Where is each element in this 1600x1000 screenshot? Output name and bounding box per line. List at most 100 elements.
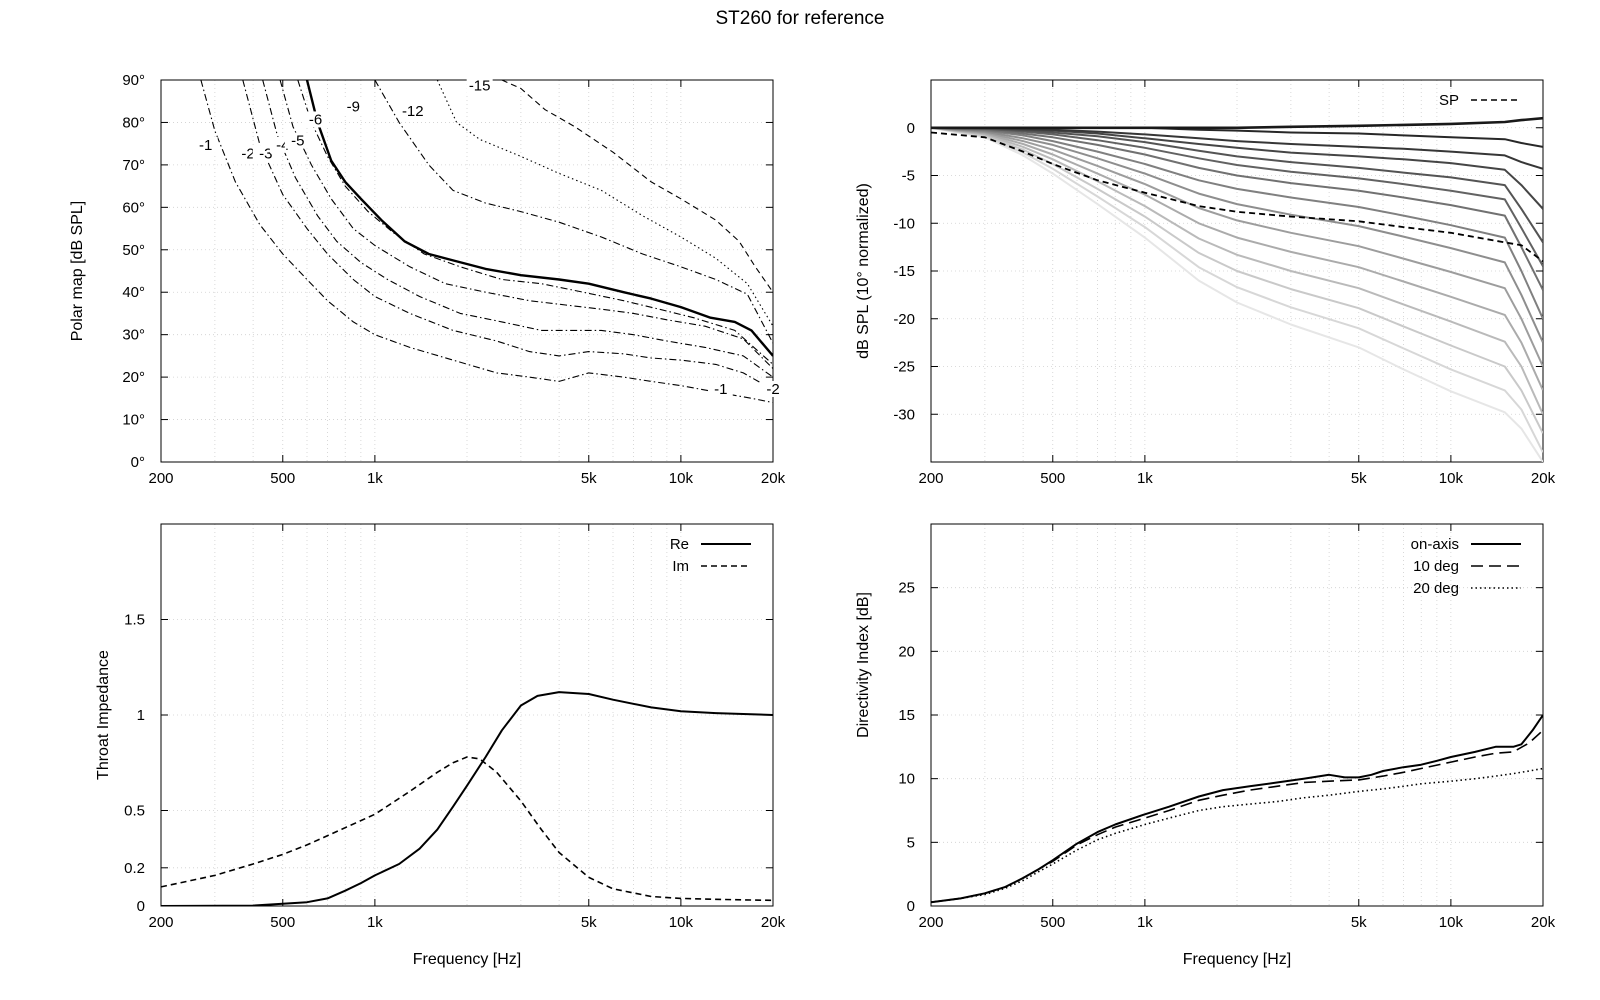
contour-line — [374, 80, 773, 344]
y-tick-label: 0 — [907, 898, 915, 915]
contour-label-bg — [761, 380, 785, 397]
legend: SP — [1439, 92, 1521, 109]
contour-label-bg — [708, 380, 733, 397]
x-tick-label: 10k — [669, 470, 694, 487]
angle-response-line — [931, 126, 1543, 320]
x-tick-label: 5k — [1351, 470, 1367, 487]
x-tick-label: 1k — [1137, 470, 1153, 487]
angle-response-line — [931, 126, 1543, 434]
angle-response-line — [931, 116, 1543, 130]
x-tick-label: 10k — [669, 914, 694, 931]
y-tick-label: 60° — [122, 199, 145, 216]
x-tick-label: 500 — [1040, 914, 1065, 931]
series-line — [161, 691, 773, 906]
x-tick-label: 5k — [1351, 914, 1367, 931]
sp-line — [931, 131, 1543, 263]
y-tick-label: 15 — [898, 707, 915, 724]
x-tick-label: 500 — [270, 470, 295, 487]
contour-label: -12 — [402, 103, 424, 120]
y-tick-label: -30 — [893, 406, 915, 423]
y-tick-label: 20 — [898, 643, 915, 660]
legend-label: SP — [1439, 92, 1459, 109]
angle-response-line — [931, 126, 1543, 367]
angle-response-line — [931, 126, 1543, 391]
legend-label: Im — [672, 558, 689, 575]
y-tick-label: 10° — [122, 412, 145, 429]
contour-label-bg — [302, 111, 329, 128]
angle-response-line — [931, 126, 1543, 344]
y-tick-label: -20 — [893, 311, 915, 328]
legend: Re Im — [670, 536, 751, 575]
contour-label: -2 — [766, 381, 779, 398]
y-tick-label: 70° — [122, 157, 145, 174]
contour-label: -9 — [347, 99, 360, 116]
series-line — [931, 767, 1543, 903]
y-tick-label: -5 — [902, 168, 915, 185]
y-tick-label: 30° — [122, 327, 145, 344]
angle-response-line — [931, 126, 1543, 453]
contour-label-bg — [399, 102, 426, 119]
panel-polar: 200 500 1k 5k 10k 20k 0° 10° 20° 30° 40° 50° 60° 70° 8… — [69, 72, 786, 487]
x-tick-label: 200 — [148, 470, 173, 487]
x-tick-label: 5k — [581, 470, 597, 487]
x-axis-label: Frequency [Hz] — [413, 951, 521, 968]
x-tick-label: 500 — [1040, 470, 1065, 487]
y-tick-label: 90° — [122, 72, 145, 89]
x-tick-label: 10k — [1439, 914, 1464, 931]
panel-impedance: 200 500 1k 5k 10k 20k 0 0.2 0.5 1 1.5 Throat Impeda… — [95, 523, 786, 968]
y-tick-label: 1.5 — [124, 612, 145, 629]
y-axis-label: dB SPL (10° normalized) — [855, 183, 872, 359]
plot-area — [200, 80, 773, 404]
x-tick-label: 5k — [581, 914, 597, 931]
x-tick-label: 10k — [1439, 470, 1464, 487]
x-tick-label: 20k — [1531, 914, 1556, 931]
contour-line — [297, 80, 773, 365]
contour-label: -1 — [199, 137, 212, 154]
x-tick-label: 1k — [367, 470, 383, 487]
x-tick-label: 20k — [761, 914, 786, 931]
plot-area — [931, 116, 1543, 462]
contour-label-bg — [466, 77, 493, 94]
x-tick-label: 200 — [918, 470, 943, 487]
legend-label: 20 deg — [1413, 580, 1459, 597]
contour-label-bg — [193, 136, 218, 153]
y-tick-label: 0° — [131, 454, 145, 471]
legend-label: Re — [670, 536, 689, 553]
plot-area — [931, 714, 1543, 904]
figure-title: ST260 for reference — [715, 8, 885, 29]
contour-label-bg — [340, 98, 367, 115]
y-tick-label: -25 — [893, 359, 915, 376]
legend-label: on-axis — [1411, 536, 1459, 553]
series-line — [931, 729, 1543, 903]
contour-line — [501, 80, 773, 293]
y-tick-label: 0.2 — [124, 860, 145, 877]
contour-label: -2 — [241, 145, 254, 162]
y-tick-label: 0 — [137, 898, 145, 915]
contour-label: -3 — [259, 145, 272, 162]
y-tick-label: -10 — [893, 215, 915, 232]
y-tick-label: 0 — [907, 120, 915, 137]
angle-response-line — [931, 126, 1543, 243]
angle-response-line — [931, 126, 1543, 291]
y-axis-label: Throat Impedance — [95, 650, 112, 780]
contour-line — [242, 80, 773, 391]
contour-label: -15 — [469, 77, 491, 94]
x-tick-label: 20k — [761, 470, 786, 487]
y-tick-label: 5 — [907, 834, 915, 851]
contour-line — [305, 80, 773, 357]
panel-normalized: 200 500 1k 5k 10k 20k 0 -5 -10 -15 -20 -25 -30 dB SPL… — [855, 79, 1556, 487]
y-tick-label: -15 — [893, 263, 915, 280]
angle-response-line — [931, 126, 1543, 462]
contour-line — [279, 80, 773, 369]
y-tick-label: 20° — [122, 369, 145, 386]
y-axis-label: Polar map [dB SPL] — [69, 201, 86, 342]
contour-label: -1 — [714, 381, 727, 398]
contour-line — [262, 80, 773, 378]
y-tick-label: 1 — [137, 707, 145, 724]
contour-label: -6 — [309, 111, 322, 128]
x-axis-label: Frequency [Hz] — [1183, 951, 1291, 968]
legend: on-axis 10 deg 20 deg — [1411, 536, 1521, 597]
plot-area — [161, 691, 773, 906]
contour-label: -5 — [291, 133, 304, 150]
